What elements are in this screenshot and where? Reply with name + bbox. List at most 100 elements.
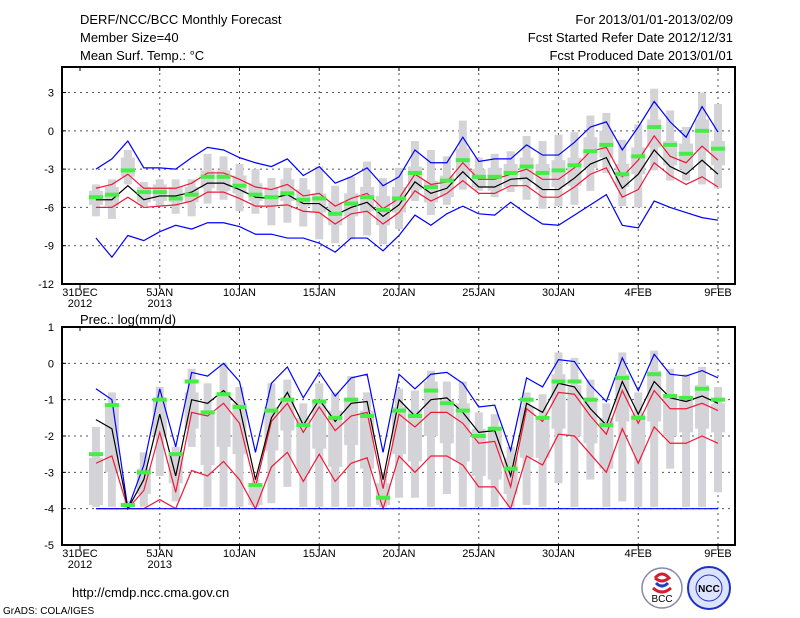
median-marker [152, 190, 167, 195]
median-marker [551, 379, 566, 384]
box-bar [216, 392, 231, 447]
median-marker [248, 192, 263, 197]
box-bar [200, 410, 215, 466]
y-tick-label: 3 [48, 88, 54, 100]
plot-frame [61, 326, 736, 546]
median-marker [312, 399, 327, 404]
median-marker [376, 495, 391, 500]
whisker-bar [618, 352, 627, 502]
y-tick-label: -1 [44, 395, 54, 407]
median-marker [392, 196, 406, 201]
y-tick-label: 0 [48, 126, 54, 138]
box-bar [296, 417, 311, 473]
whisker-bar [714, 386, 722, 493]
x-tick-label: 31DEC [62, 548, 98, 560]
median-marker [487, 426, 502, 431]
box-bar [679, 143, 694, 170]
median-marker [264, 195, 279, 200]
x-tick-label: 20JAN [382, 548, 415, 560]
y-tick-label: -2 [44, 431, 54, 443]
series-line-lower [95, 425, 719, 511]
x-tick-label: 15JAN [303, 548, 336, 560]
median-marker [152, 397, 167, 402]
box-bar [663, 141, 678, 166]
median-marker [599, 423, 614, 428]
whisker-bar [682, 374, 691, 507]
median-marker [280, 191, 295, 196]
grads-credit: GrADS: COLA/IGES [3, 606, 94, 617]
y-tick-label: -9 [44, 241, 54, 253]
median-marker [200, 174, 215, 179]
median-marker [423, 388, 438, 393]
median-marker [567, 379, 582, 384]
x-tick-label: 9FEB [704, 548, 732, 560]
variable-label: Mean Surf. Temp.: °C [80, 48, 204, 63]
start-date: Fcst Started Refer Date 2012/12/31 [528, 30, 733, 45]
box-bar [439, 399, 454, 444]
median-marker [88, 195, 103, 200]
median-marker [136, 190, 151, 195]
series-line-upper [95, 134, 719, 210]
plot-frame [61, 66, 736, 285]
x-tick-label: 15JAN [303, 287, 336, 299]
median-marker [184, 379, 199, 384]
x-tick-label: 5JAN [146, 287, 173, 299]
x-tick-label: 30JAN [542, 548, 575, 560]
median-marker [407, 170, 422, 175]
x-tick-year-label: 2012 [68, 559, 92, 571]
whisker-bar [650, 350, 659, 507]
median-marker [471, 434, 486, 438]
y-tick-label: -12 [38, 279, 54, 291]
median-marker [455, 158, 470, 163]
x-tick-label: 9FEB [704, 287, 732, 299]
box-bar [567, 385, 582, 436]
box-bar [535, 417, 550, 458]
box-bar [184, 392, 199, 429]
series-line-mean [95, 379, 719, 511]
median-marker [615, 172, 630, 177]
x-tick-label: 30JAN [542, 287, 575, 299]
median-marker [695, 386, 710, 391]
box-bar [104, 406, 119, 473]
median-marker [184, 192, 199, 197]
x-tick-label: 4FEB [624, 287, 652, 299]
median-marker [503, 466, 518, 471]
median-marker [551, 168, 566, 173]
median-marker [711, 397, 725, 402]
median-marker [679, 395, 694, 400]
box-bar [551, 160, 566, 187]
x-tick-label: 10JAN [223, 287, 256, 299]
series-line-mean [95, 149, 719, 218]
median-marker [471, 174, 486, 179]
series-line-lower [95, 161, 719, 225]
median-marker [583, 149, 598, 154]
median-marker [439, 401, 454, 406]
box-bar [344, 399, 359, 446]
box-bar [711, 403, 725, 433]
median-marker [216, 174, 231, 179]
whisker-bar [283, 379, 292, 487]
ncc-logo-text: NCC [698, 584, 720, 595]
series-line-upper [95, 389, 719, 510]
median-marker [168, 196, 183, 201]
median-marker [280, 397, 295, 402]
y-tick-label: -3 [44, 467, 54, 479]
median-marker [407, 414, 422, 419]
median-marker [136, 470, 151, 475]
median-marker [360, 195, 375, 200]
median-marker [599, 142, 614, 147]
median-marker [487, 174, 502, 179]
box-bar [711, 141, 725, 166]
x-tick-year-label: 2013 [148, 298, 172, 310]
box-bar [88, 457, 103, 506]
box-bar [551, 374, 566, 429]
box-bar [471, 428, 486, 476]
box-bar [663, 396, 678, 436]
median-marker [248, 483, 263, 488]
median-marker [519, 397, 534, 402]
bcc-logo-text: BCC [651, 594, 672, 605]
series-line-max [95, 100, 719, 187]
median-marker [168, 452, 183, 457]
